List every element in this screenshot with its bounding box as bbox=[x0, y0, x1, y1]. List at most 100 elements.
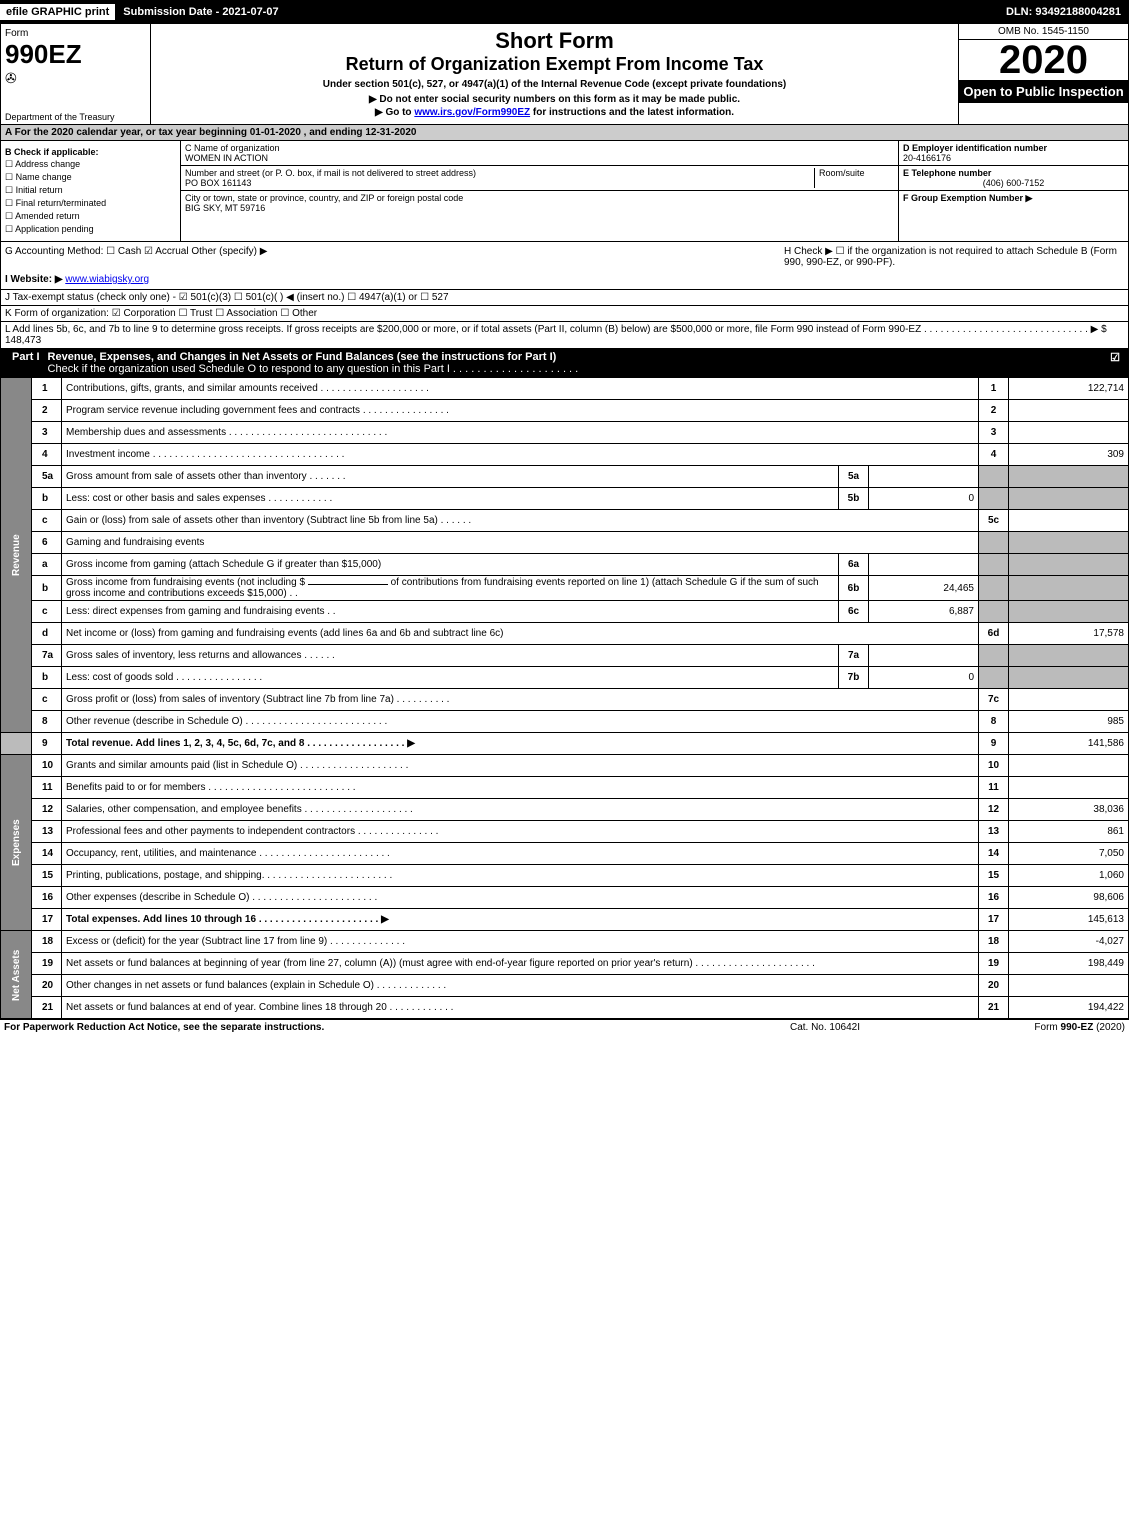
line-7c-val bbox=[1009, 689, 1129, 711]
line-16-desc: Other expenses (describe in Schedule O) … bbox=[62, 887, 979, 909]
line-6a-num: a bbox=[32, 554, 62, 576]
line-9-num: 9 bbox=[32, 733, 62, 755]
line-14-refnum: 14 bbox=[979, 843, 1009, 865]
line-20-num: 20 bbox=[32, 975, 62, 997]
row-a-taxyear: A For the 2020 calendar year, or tax yea… bbox=[0, 125, 1129, 141]
line-18-num: 18 bbox=[32, 931, 62, 953]
line-5c-refnum: 5c bbox=[979, 510, 1009, 532]
h-check: H Check ▶ ☐ if the organization is not r… bbox=[784, 246, 1124, 268]
line-6a-sn: 6a bbox=[839, 554, 869, 576]
line-9-desc: Total revenue. Add lines 1, 2, 3, 4, 5c,… bbox=[62, 733, 979, 755]
line-6a-grayval bbox=[1009, 554, 1129, 576]
line-18-val: -4,027 bbox=[1009, 931, 1129, 953]
line-2-refnum: 2 bbox=[979, 400, 1009, 422]
line-9-val: 141,586 bbox=[1009, 733, 1129, 755]
tel-label: E Telephone number bbox=[903, 168, 1124, 178]
b-title: B Check if applicable: bbox=[5, 147, 176, 157]
line-7a-num: 7a bbox=[32, 645, 62, 667]
block-bcdef: B Check if applicable: ☐ Address change … bbox=[0, 141, 1129, 242]
line-11-refnum: 11 bbox=[979, 777, 1009, 799]
line-6c-grayval bbox=[1009, 601, 1129, 623]
cb-name[interactable]: ☐ Name change bbox=[5, 172, 176, 183]
group-row: F Group Exemption Number ▶ bbox=[899, 191, 1128, 206]
tax-year: 2020 bbox=[959, 40, 1128, 80]
cb-initial[interactable]: ☐ Initial return bbox=[5, 185, 176, 196]
line-19-num: 19 bbox=[32, 953, 62, 975]
cb-address[interactable]: ☐ Address change bbox=[5, 159, 176, 170]
part1-title: Revenue, Expenses, and Changes in Net As… bbox=[48, 351, 557, 363]
section-gh: G Accounting Method: ☐ Cash ☑ Accrual Ot… bbox=[0, 242, 1129, 290]
line-1-desc: Contributions, gifts, grants, and simila… bbox=[62, 378, 979, 400]
line-20-desc: Other changes in net assets or fund bala… bbox=[62, 975, 979, 997]
line-2-num: 2 bbox=[32, 400, 62, 422]
line-7c-refnum: 7c bbox=[979, 689, 1009, 711]
line-6-num: 6 bbox=[32, 532, 62, 554]
line-15-refnum: 15 bbox=[979, 865, 1009, 887]
line-8-val: 985 bbox=[1009, 711, 1129, 733]
line-10-desc: Grants and similar amounts paid (list in… bbox=[62, 755, 979, 777]
line-4-refnum: 4 bbox=[979, 444, 1009, 466]
c-name-label: C Name of organization bbox=[185, 143, 894, 153]
line-6b-grayval bbox=[1009, 576, 1129, 601]
dept-treasury: Department of the Treasury bbox=[5, 112, 115, 122]
line-8-num: 8 bbox=[32, 711, 62, 733]
part1-header: Part I Revenue, Expenses, and Changes in… bbox=[0, 349, 1129, 377]
line-5b-gray bbox=[979, 488, 1009, 510]
line-7a-gray bbox=[979, 645, 1009, 667]
line-17-bold: Total expenses. Add lines 10 through 16 … bbox=[66, 914, 389, 925]
line-6-grayval bbox=[1009, 532, 1129, 554]
line-1-refnum: 1 bbox=[979, 378, 1009, 400]
form-ref: Form 990-EZ (2020) bbox=[925, 1022, 1125, 1033]
line-7a-sv bbox=[869, 645, 979, 667]
cb-pending[interactable]: ☐ Application pending bbox=[5, 224, 176, 235]
line-8-desc: Other revenue (describe in Schedule O) .… bbox=[62, 711, 979, 733]
main-table: Revenue 1 Contributions, gifts, grants, … bbox=[0, 377, 1129, 1019]
header-right: OMB No. 1545-1150 2020 Open to Public In… bbox=[958, 24, 1128, 124]
line-8-refnum: 8 bbox=[979, 711, 1009, 733]
cat-number: Cat. No. 10642I bbox=[725, 1022, 925, 1033]
line-7a-desc: Gross sales of inventory, less returns a… bbox=[62, 645, 839, 667]
line-10-val bbox=[1009, 755, 1129, 777]
open-public: Open to Public Inspection bbox=[959, 80, 1128, 103]
line-6b-num: b bbox=[32, 576, 62, 601]
col-c-org: C Name of organization WOMEN IN ACTION N… bbox=[181, 141, 898, 241]
irs-link[interactable]: www.irs.gov/Form990EZ bbox=[414, 107, 530, 118]
c-street-label: Number and street (or P. O. box, if mail… bbox=[185, 168, 814, 178]
cb-final[interactable]: ☐ Final return/terminated bbox=[5, 198, 176, 209]
top-bar: efile GRAPHIC print Submission Date - 20… bbox=[0, 0, 1129, 24]
line-6d-val: 17,578 bbox=[1009, 623, 1129, 645]
line-5b-num: b bbox=[32, 488, 62, 510]
line-10-refnum: 10 bbox=[979, 755, 1009, 777]
line-1-num: 1 bbox=[32, 378, 62, 400]
part1-check-text: Check if the organization used Schedule … bbox=[48, 363, 579, 375]
line-7b-desc: Less: cost of goods sold . . . . . . . .… bbox=[62, 667, 839, 689]
line-9-bold: Total revenue. Add lines 1, 2, 3, 4, 5c,… bbox=[66, 738, 415, 749]
line-12-num: 12 bbox=[32, 799, 62, 821]
line-1-val: 122,714 bbox=[1009, 378, 1129, 400]
expenses-sidelabel: Expenses bbox=[1, 755, 32, 931]
line-20-refnum: 20 bbox=[979, 975, 1009, 997]
website-link[interactable]: www.wiabigsky.org bbox=[65, 274, 149, 285]
line-6c-desc: Less: direct expenses from gaming and fu… bbox=[62, 601, 839, 623]
line-6d-desc: Net income or (loss) from gaming and fun… bbox=[62, 623, 979, 645]
line-3-num: 3 bbox=[32, 422, 62, 444]
part1-checkbox[interactable]: ☑ bbox=[1105, 351, 1125, 375]
line-7b-gray bbox=[979, 667, 1009, 689]
line-15-desc: Printing, publications, postage, and shi… bbox=[62, 865, 979, 887]
line-5b-sn: 5b bbox=[839, 488, 869, 510]
ein-label: D Employer identification number bbox=[903, 143, 1124, 153]
line-6d-num: d bbox=[32, 623, 62, 645]
line-5a-gray bbox=[979, 466, 1009, 488]
line-13-refnum: 13 bbox=[979, 821, 1009, 843]
line-6c-sv: 6,887 bbox=[869, 601, 979, 623]
line-16-refnum: 16 bbox=[979, 887, 1009, 909]
line-19-desc: Net assets or fund balances at beginning… bbox=[62, 953, 979, 975]
page-footer: For Paperwork Reduction Act Notice, see … bbox=[0, 1019, 1129, 1035]
c-name: WOMEN IN ACTION bbox=[185, 153, 894, 163]
line-6b-gray bbox=[979, 576, 1009, 601]
part1-label: Part I bbox=[4, 351, 48, 375]
c-city: BIG SKY, MT 59716 bbox=[185, 203, 894, 213]
line-6c-num: c bbox=[32, 601, 62, 623]
cb-amended[interactable]: ☐ Amended return bbox=[5, 211, 176, 222]
efile-label[interactable]: efile GRAPHIC print bbox=[0, 4, 115, 20]
